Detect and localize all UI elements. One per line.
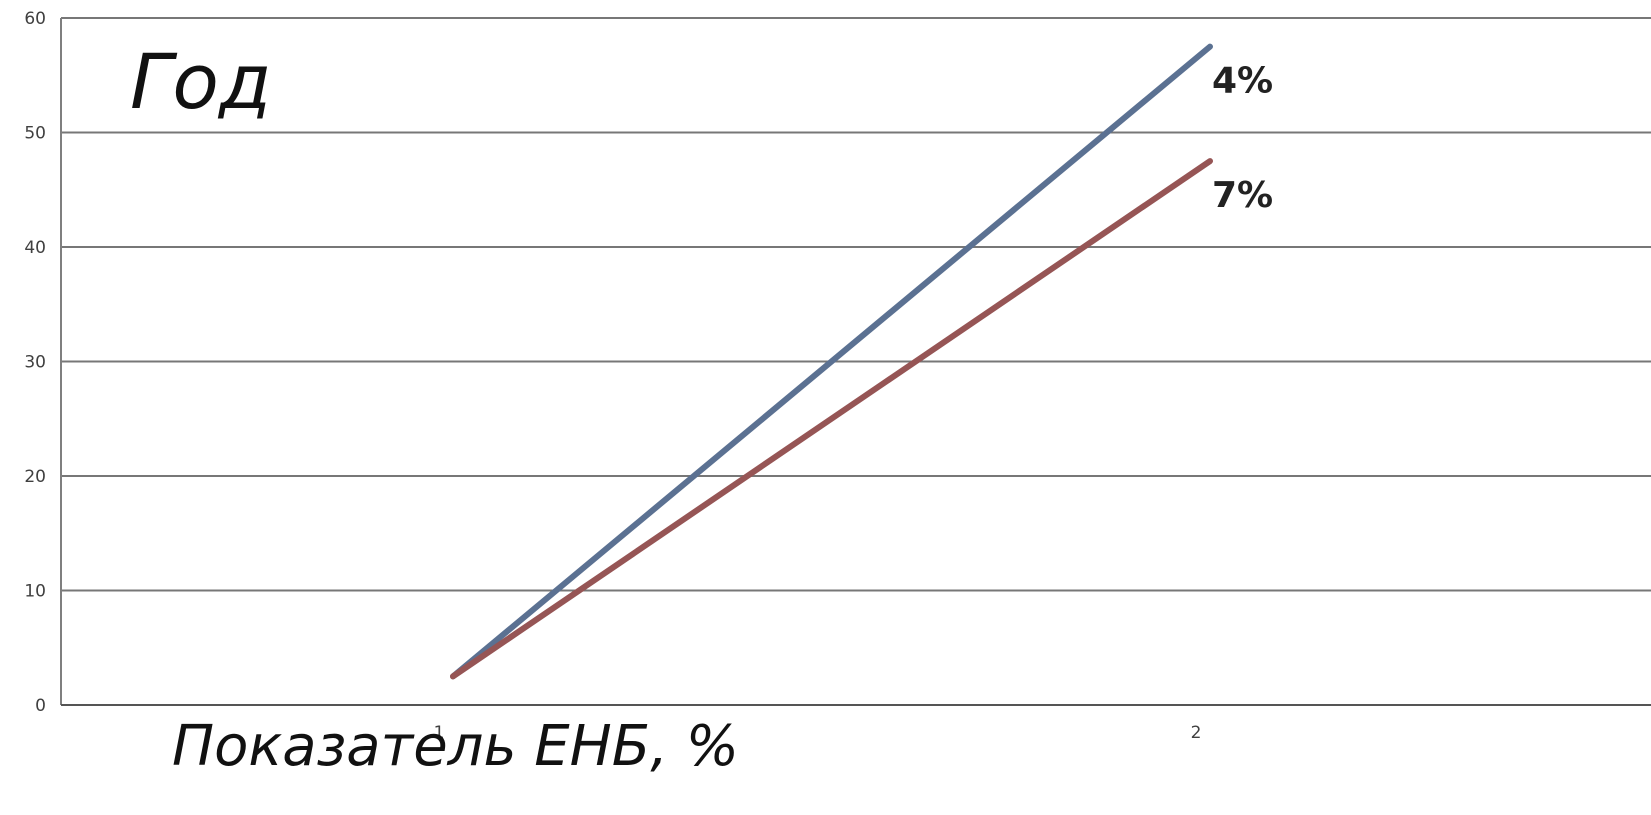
- y-tick-labels: 0 10 20 30 40 50 60: [24, 9, 46, 716]
- x-tick-label: 2: [1191, 723, 1202, 743]
- y-axis-label: Год: [130, 37, 271, 126]
- y-tick-label: 20: [24, 467, 46, 487]
- series-lines: [450, 43, 1213, 680]
- y-tick-label: 10: [24, 582, 46, 602]
- y-tick-label: 50: [24, 124, 46, 144]
- series-line-2: [450, 158, 1213, 680]
- x-axis-label: Показатель ЕНБ, %: [172, 714, 739, 779]
- y-tick-label: 40: [24, 238, 46, 258]
- series-labels: 4% 7%: [1212, 61, 1273, 217]
- series-label: 7%: [1212, 175, 1273, 216]
- y-tick-label: 30: [24, 353, 46, 373]
- series-line-1: [450, 43, 1213, 680]
- y-tick-label: 0: [35, 696, 46, 716]
- y-tick-label: 60: [24, 9, 46, 29]
- gridlines: [61, 17, 1651, 592]
- x-tick-label: 1: [434, 723, 445, 743]
- series-label: 4%: [1212, 61, 1273, 102]
